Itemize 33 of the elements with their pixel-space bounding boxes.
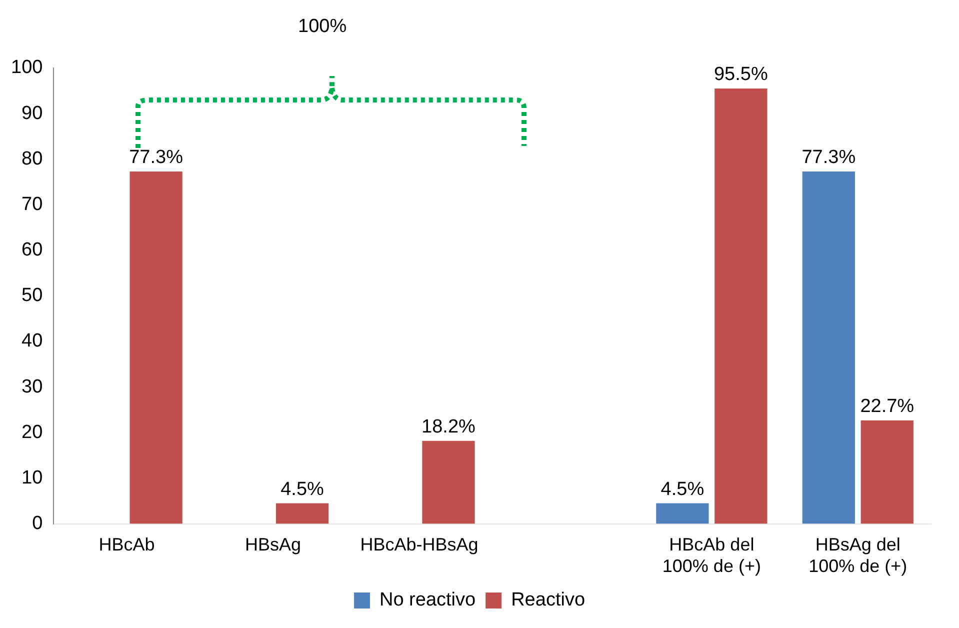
data-label: 95.5% <box>714 64 768 86</box>
y-tick-label: 40 <box>22 330 43 352</box>
y-tick-label: 80 <box>22 148 43 170</box>
y-tick-label: 70 <box>22 194 43 215</box>
data-label: 22.7% <box>860 396 914 418</box>
bar <box>130 171 182 524</box>
y-tick-label: 60 <box>22 240 43 261</box>
bar <box>860 420 914 524</box>
x-tick-label: HBcAb <box>98 534 155 555</box>
legend-label: No reactivo <box>379 590 476 611</box>
x-tick-label: HBcAb del 100% de (+) <box>662 534 761 576</box>
x-tick-label: HBsAg del 100% de (+) <box>808 534 908 576</box>
x-tick-label: HBcAb-HBsAg <box>360 534 478 555</box>
text: 100% <box>298 16 347 38</box>
legend-label: Reactivo <box>511 590 586 611</box>
y-tick-label: 90 <box>22 102 43 124</box>
y-tick-label: 10 <box>22 467 43 488</box>
data-label: 18.2% <box>422 416 476 438</box>
x-tick-label: HBsAg <box>245 534 302 555</box>
bar <box>802 171 855 524</box>
bar <box>656 503 709 524</box>
y-tick-label: 20 <box>22 422 43 443</box>
y-tick-label: 0 <box>32 513 43 534</box>
bar <box>714 88 768 524</box>
data-label: 4.5% <box>280 479 324 500</box>
y-tick-label: 30 <box>22 376 43 398</box>
y-tick-label: 50 <box>22 285 43 306</box>
data-label: 4.5% <box>660 479 704 500</box>
y-tick-label: 100 <box>11 57 43 78</box>
bar <box>422 440 475 524</box>
bar <box>276 503 329 524</box>
data-label: 77.3% <box>802 147 856 168</box>
data-label: 77.3% <box>129 147 184 168</box>
